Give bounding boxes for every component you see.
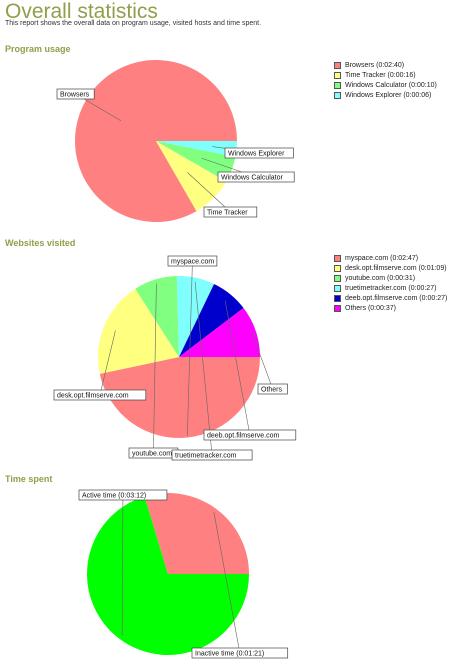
pie-slice-windows-explorer bbox=[156, 141, 237, 157]
legend-swatch bbox=[334, 254, 341, 262]
slice-label-windows-explorer: Windows Explorer bbox=[212, 146, 294, 159]
pie-slice-truetimetracker-com bbox=[176, 276, 215, 357]
slice-label-text: Time Tracker bbox=[207, 210, 248, 217]
program-usage-legend: Browsers (0:02:40) Time Tracker (0:00:16)… bbox=[334, 60, 437, 100]
legend-label: desk.opt.filmserve.com (0:01:09) bbox=[345, 264, 447, 272]
section-title-websites-visited: Websites visited bbox=[5, 238, 76, 248]
legend-item-youtube-com: youtube.com (0:00:31) bbox=[334, 273, 447, 283]
slice-label-active-time: Active time (0:03:12) bbox=[78, 489, 168, 636]
pie-slice-windows-calculator bbox=[156, 141, 236, 182]
slice-label-box bbox=[203, 206, 258, 218]
slice-label-leader bbox=[224, 300, 251, 436]
slice-label-box bbox=[167, 255, 218, 267]
section-title-program-usage: Program usage bbox=[5, 44, 71, 54]
slice-label-leader bbox=[121, 494, 124, 636]
legend-swatch bbox=[334, 91, 341, 99]
legend-label: youtube.com (0:00:31) bbox=[345, 274, 416, 282]
slice-label-leader bbox=[99, 330, 116, 396]
slice-label-leader bbox=[213, 512, 241, 654]
legend-label: Browsers (0:02:40) bbox=[345, 61, 405, 69]
slice-label-truetimetracker-com: truetimetracker.com bbox=[171, 281, 253, 461]
slice-label-text: youtube.com bbox=[132, 451, 172, 458]
legend-item-windows-explorer: Windows Explorer (0:00:06) bbox=[334, 90, 437, 100]
pie-slice-desk-opt-filmserve-com bbox=[98, 288, 179, 374]
legend-item-time-tracker: Time Tracker (0:00:16) bbox=[334, 70, 437, 80]
slice-label-text: desk.opt.filmserve.com bbox=[57, 393, 129, 400]
pie-slice-inactive-time bbox=[144, 493, 249, 574]
legend-item-truetimetracker-com: truetimetracker.com (0:00:27) bbox=[334, 283, 447, 293]
slice-label-box bbox=[217, 171, 295, 183]
slice-label-others: Others bbox=[251, 332, 288, 395]
slice-label-text: deeb.opt.filmserve.com bbox=[207, 433, 280, 440]
slice-label-deeb-opt-filmserve-com: deeb.opt.filmserve.com bbox=[203, 300, 297, 441]
section-title-time-spent: Time spent bbox=[5, 474, 53, 484]
slice-label-box bbox=[171, 449, 253, 461]
slice-label-text: Others bbox=[261, 387, 283, 394]
legend-label: Time Tracker (0:00:16) bbox=[345, 71, 416, 79]
legend-label: truetimetracker.com (0:00:27) bbox=[345, 284, 437, 292]
slice-label-text: Windows Explorer bbox=[228, 151, 285, 158]
legend-swatch bbox=[334, 71, 341, 79]
slice-label-leader bbox=[187, 260, 193, 436]
websites-visited-legend: myspace.com (0:02:47) desk.opt.filmserve.… bbox=[334, 253, 447, 313]
legend-item-browsers: Browsers (0:02:40) bbox=[334, 60, 437, 70]
page-subtitle: This report shows the overall data on pr… bbox=[5, 20, 262, 27]
legend-item-deeb-opt-filmserve-com: deeb.opt.filmserve.com (0:00:27) bbox=[334, 293, 447, 303]
legend-label: Windows Explorer (0:00:06) bbox=[345, 91, 432, 99]
slice-label-box bbox=[203, 429, 297, 441]
legend-swatch bbox=[334, 274, 341, 282]
slice-label-desk-opt-filmserve-com: desk.opt.filmserve.com bbox=[53, 330, 147, 401]
page-title: Overall statistics bbox=[5, 0, 158, 23]
legend-item-myspace-com: myspace.com (0:02:47) bbox=[334, 253, 447, 263]
legend-swatch bbox=[334, 294, 341, 302]
slice-label-leader bbox=[194, 281, 213, 456]
pie-slice-deeb-opt-filmserve-com bbox=[179, 283, 244, 357]
legend-label: myspace.com (0:02:47) bbox=[345, 254, 419, 262]
slice-label-box bbox=[224, 147, 294, 159]
slice-label-box bbox=[56, 88, 95, 100]
slice-label-windows-calculator: Windows Calculator bbox=[201, 157, 295, 183]
pie-slice-youtube-com bbox=[135, 276, 179, 357]
legend-item-windows-calculator: Windows Calculator (0:00:10) bbox=[334, 80, 437, 90]
legend-label: deeb.opt.filmserve.com (0:00:27) bbox=[345, 294, 448, 302]
slice-label-myspace-com: myspace.com bbox=[167, 255, 218, 436]
slice-label-leader bbox=[251, 332, 273, 390]
slice-label-text: Windows Calculator bbox=[221, 175, 284, 182]
slice-label-box bbox=[257, 383, 288, 395]
slice-label-leader bbox=[187, 172, 231, 213]
legend-item-desk-opt-filmserve-com: desk.opt.filmserve.com (0:01:09) bbox=[334, 263, 447, 273]
legend-label: Windows Calculator (0:00:10) bbox=[345, 81, 437, 89]
legend-swatch bbox=[334, 304, 341, 312]
pie-slice-myspace-com bbox=[99, 357, 261, 438]
slice-label-box bbox=[191, 647, 289, 659]
pie-slice-others bbox=[179, 308, 260, 357]
slice-label-text: truetimetracker.com bbox=[175, 453, 237, 460]
slice-label-text: Browsers bbox=[60, 92, 90, 99]
slice-label-browsers: Browsers bbox=[56, 88, 122, 122]
slice-label-time-tracker: Time Tracker bbox=[187, 172, 258, 218]
pie-slice-active-time bbox=[86, 496, 249, 655]
slice-label-text: Active time (0:03:12) bbox=[82, 493, 146, 500]
legend-swatch bbox=[334, 284, 341, 292]
legend-swatch bbox=[334, 61, 341, 69]
slice-label-leader bbox=[153, 283, 157, 454]
slice-label-box bbox=[78, 489, 168, 501]
slice-label-text: myspace.com bbox=[171, 259, 214, 266]
slice-label-inactive-time: Inactive time (0:01:21) bbox=[191, 512, 289, 659]
slice-label-text: Inactive time (0:01:21) bbox=[195, 651, 264, 658]
legend-swatch bbox=[334, 81, 341, 89]
slice-label-box bbox=[53, 389, 147, 401]
legend-label: Others (0:00:37) bbox=[345, 304, 396, 312]
legend-swatch bbox=[334, 264, 341, 272]
legend-item-others: Others (0:00:37) bbox=[334, 303, 447, 313]
